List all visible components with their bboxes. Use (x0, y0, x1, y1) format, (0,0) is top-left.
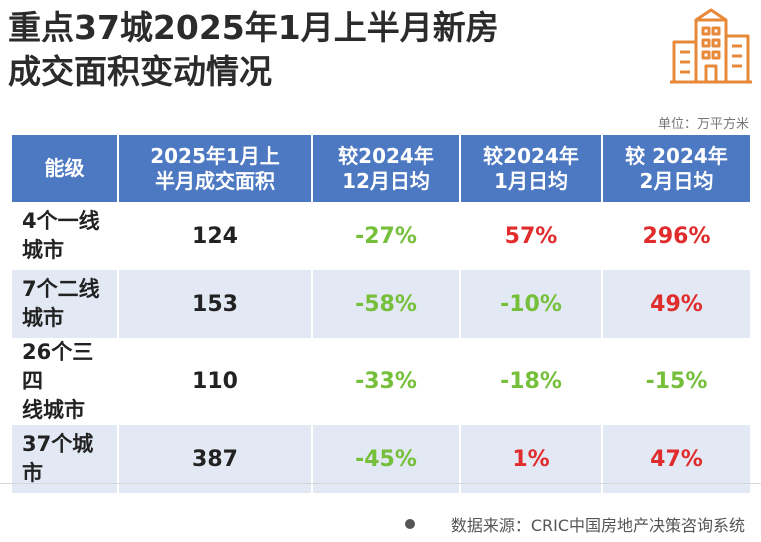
level-cell: 37个城市 (12, 425, 119, 493)
header-cell: 能级 (12, 135, 119, 202)
level-text: 城市 (22, 238, 64, 262)
vs-jan-cell: -18% (460, 338, 603, 425)
table-row: 4个一线 城市 124 -27% 57% 296% (12, 202, 750, 270)
header-cell: 较 2024年 2月日均 (602, 135, 750, 202)
data-table: 能级 2025年1月上 半月成交面积 较2024年 12月日均 较2024年 1… (12, 135, 750, 493)
level-text: 7个二线 (22, 277, 100, 301)
area-cell: 110 (118, 338, 313, 425)
chart-title: 重点37城2025年1月上半月新房 成交面积变动情况 (8, 6, 648, 94)
header-text: 较2024年 (483, 143, 579, 168)
table-row: 7个二线 城市 153 -58% -10% 49% (12, 270, 750, 338)
vs-feb-cell: 47% (602, 425, 750, 493)
unit-note: 单位：万平方米 (657, 117, 749, 132)
area-cell: 387 (118, 425, 313, 493)
header-text: 2025年1月上 (150, 143, 280, 168)
vs-feb-cell: 49% (602, 270, 750, 338)
vs-jan-cell: 57% (460, 202, 603, 270)
building-icon (670, 8, 752, 84)
table-row: 26个三四 线城市 110 -33% -18% -15% (12, 338, 750, 425)
vs-jan-cell: -10% (460, 270, 603, 338)
vs-dec-cell: -58% (312, 270, 461, 338)
header-cell: 较2024年 12月日均 (312, 135, 461, 202)
table-row: 37个城市 387 -45% 1% 47% (12, 425, 750, 493)
level-text: 37个城市 (22, 432, 94, 485)
level-text: 城市 (22, 306, 64, 330)
header-row: 能级 2025年1月上 半月成交面积 较2024年 12月日均 较2024年 1… (12, 135, 750, 202)
footer-divider (0, 483, 761, 484)
level-cell: 4个一线 城市 (12, 202, 119, 270)
bullet-dot-icon (404, 519, 415, 529)
level-text: 线城市 (22, 398, 85, 422)
header-text: 12月日均 (342, 168, 430, 193)
vs-feb-cell: 296% (602, 202, 750, 270)
header-cell: 较2024年 1月日均 (460, 135, 603, 202)
vs-dec-cell: -33% (312, 338, 461, 425)
vs-dec-cell: -45% (312, 425, 461, 493)
title-line-2: 成交面积变动情况 (8, 52, 272, 91)
header-text: 半月成交面积 (155, 168, 275, 193)
vs-feb-cell: -15% (602, 338, 750, 425)
level-text: 26个三四 (22, 340, 94, 393)
header-text: 能级 (44, 156, 85, 180)
title-line-1: 重点37城2025年1月上半月新房 (8, 8, 499, 47)
area-cell: 124 (118, 202, 313, 270)
header-text: 1月日均 (494, 168, 568, 193)
header-cell: 2025年1月上 半月成交面积 (118, 135, 313, 202)
header-text: 2月日均 (639, 168, 714, 193)
header-text: 较2024年 (338, 143, 434, 168)
header-text: 较 2024年 (625, 143, 728, 168)
level-cell: 7个二线 城市 (12, 270, 119, 338)
area-cell: 153 (118, 270, 313, 338)
source-note: 数据来源：CRIC中国房地产决策咨询系统 (404, 512, 745, 536)
vs-jan-cell: 1% (460, 425, 603, 493)
level-text: 4个一线 (22, 209, 100, 233)
vs-dec-cell: -27% (312, 202, 461, 270)
source-text: 数据来源：CRIC中国房地产决策咨询系统 (450, 516, 745, 535)
level-cell: 26个三四 线城市 (12, 338, 119, 425)
